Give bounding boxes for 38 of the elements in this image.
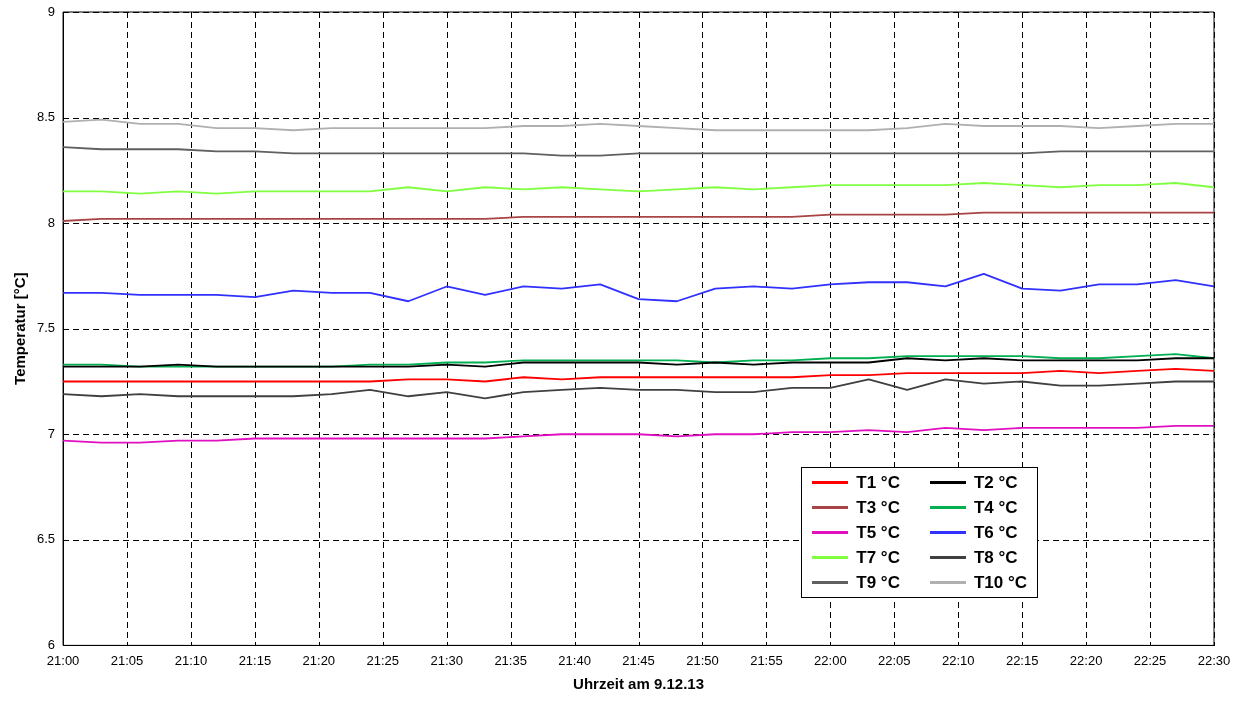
y-tick-label: 6 <box>47 636 56 652</box>
x-tick-label: 21:35 <box>494 652 527 668</box>
x-tick-label: 21:05 <box>110 652 144 668</box>
legend-label: T10 °C <box>973 572 1027 593</box>
y-tick-label: 7 <box>47 425 56 441</box>
x-tick-label: 22:30 <box>1197 652 1231 668</box>
x-tick-label: 21:50 <box>686 652 719 668</box>
x-tick-label: 22:20 <box>1069 652 1103 668</box>
y-tick-label: 8.5 <box>36 109 56 125</box>
legend-label: T5 °C <box>856 522 900 543</box>
legend-label: T2 °C <box>973 472 1018 493</box>
x-tick-label: 21:55 <box>750 652 783 668</box>
legend-label: T8 °C <box>973 547 1018 568</box>
x-tick-label: 21:45 <box>622 652 655 668</box>
x-tick-label: 22:05 <box>878 652 911 668</box>
x-tick-label: 22:00 <box>814 652 847 668</box>
y-tick-label: 8 <box>47 214 56 230</box>
x-tick-label: 21:25 <box>366 652 400 668</box>
x-tick-label: 21:40 <box>558 652 591 668</box>
legend-label: T6 °C <box>973 522 1018 543</box>
legend-label: T7 °C <box>856 547 900 568</box>
x-tick-label: 21:30 <box>430 652 463 668</box>
x-axis-title: Uhrzeit am 9.12.13 <box>573 675 704 693</box>
x-tick-label: 22:10 <box>941 652 975 668</box>
x-tick-label: 22:15 <box>1005 652 1039 668</box>
y-tick-label: 9 <box>47 3 56 19</box>
x-tick-label: 21:10 <box>174 652 208 668</box>
y-axis-title: Temperatur [°C] <box>11 272 29 385</box>
legend-label: T9 °C <box>856 572 900 593</box>
x-tick-label: 22:25 <box>1133 652 1167 668</box>
y-tick-label: 6.5 <box>36 531 56 547</box>
x-tick-label: 21:00 <box>46 652 80 668</box>
legend-label: T4 °C <box>973 497 1018 518</box>
x-tick-label: 21:20 <box>302 652 336 668</box>
legend-label: T3 °C <box>856 497 900 518</box>
x-tick-label: 21:15 <box>238 652 272 668</box>
y-tick-label: 7.5 <box>36 320 56 336</box>
legend-label: T1 °C <box>856 472 900 493</box>
